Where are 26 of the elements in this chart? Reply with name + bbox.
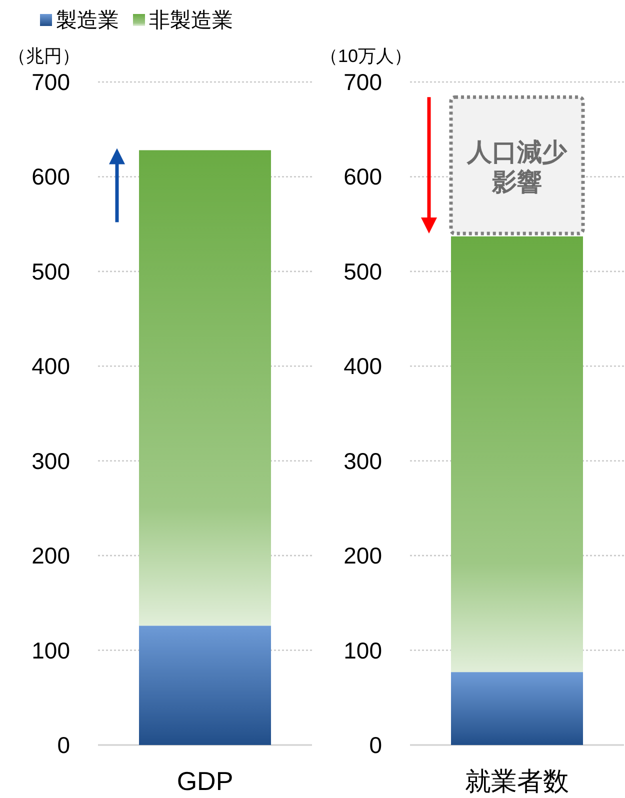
band: 人口減少影響 <box>449 95 585 236</box>
y-tick-label: 300 <box>32 448 70 474</box>
y-tick-label: 400 <box>32 353 70 380</box>
y-axis-title: （10万人） <box>320 46 412 66</box>
y-tick-label: 600 <box>32 164 70 190</box>
y-tick-label: 700 <box>32 69 70 95</box>
legend-item: 製造業 <box>40 9 119 32</box>
y-tick-label: 600 <box>344 164 382 190</box>
y-tick-label: 0 <box>369 732 382 758</box>
legend-item: 非製造業 <box>133 9 233 32</box>
y-tick-label: 200 <box>32 542 70 569</box>
y-tick-label: 500 <box>32 258 70 284</box>
y-tick-label: 700 <box>344 69 382 95</box>
legend-label: 製造業 <box>56 9 119 32</box>
y-axis-title: （兆円） <box>8 46 80 66</box>
y-tick-label: 0 <box>57 732 70 758</box>
y-tick-label: 300 <box>344 448 382 474</box>
y-tick-label: 100 <box>344 637 382 664</box>
y-tick-label: 400 <box>344 353 382 380</box>
x-tick-label: 就業者数 <box>465 766 569 796</box>
y-tick-label: 100 <box>32 637 70 664</box>
y-tick-label: 500 <box>344 258 382 284</box>
y-tick-label: 200 <box>344 542 382 569</box>
legend-label: 非製造業 <box>149 9 233 32</box>
x-tick-label: GDP <box>176 766 234 796</box>
band-label: 人口減少影響 <box>466 138 568 196</box>
